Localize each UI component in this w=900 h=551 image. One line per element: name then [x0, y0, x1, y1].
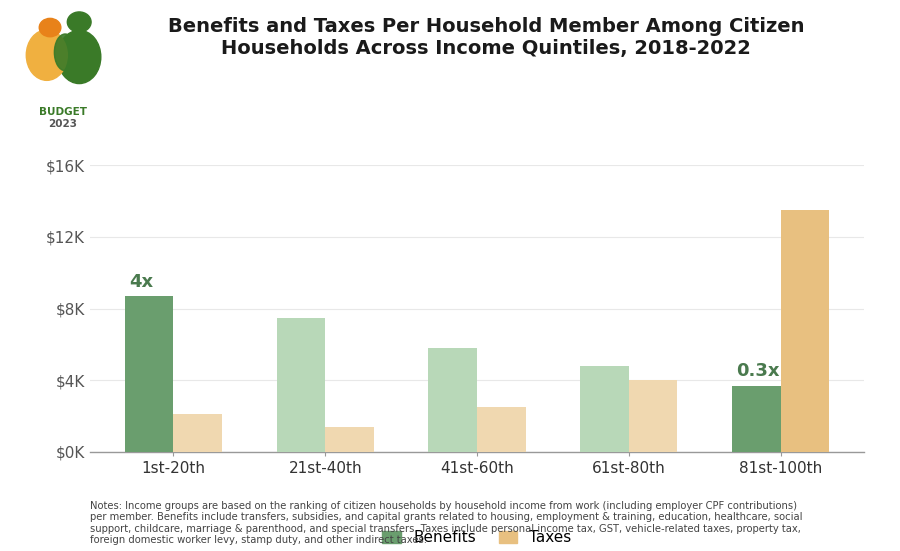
Ellipse shape: [26, 30, 68, 80]
Ellipse shape: [54, 34, 76, 71]
Bar: [477, 407, 526, 452]
Bar: [732, 386, 780, 452]
Text: 0.3x: 0.3x: [736, 362, 780, 380]
Bar: [276, 317, 325, 452]
Bar: [174, 414, 222, 452]
Bar: [629, 380, 678, 452]
Bar: [580, 366, 629, 452]
Text: 4x: 4x: [130, 273, 154, 291]
Circle shape: [40, 18, 61, 37]
Legend: Benefits, Taxes: Benefits, Taxes: [374, 522, 580, 551]
Bar: [428, 348, 477, 452]
Bar: [780, 210, 829, 452]
Text: Benefits and Taxes Per Household Member Among Citizen
Households Across Income Q: Benefits and Taxes Per Household Member …: [167, 17, 805, 57]
Text: 2023: 2023: [49, 120, 77, 129]
Text: Notes: Income groups are based on the ranking of citizen households by household: Notes: Income groups are based on the ra…: [90, 501, 803, 545]
Text: BUDGET: BUDGET: [39, 107, 87, 117]
Bar: [125, 296, 174, 452]
Bar: [325, 426, 374, 452]
Ellipse shape: [58, 30, 101, 84]
Circle shape: [68, 12, 91, 32]
